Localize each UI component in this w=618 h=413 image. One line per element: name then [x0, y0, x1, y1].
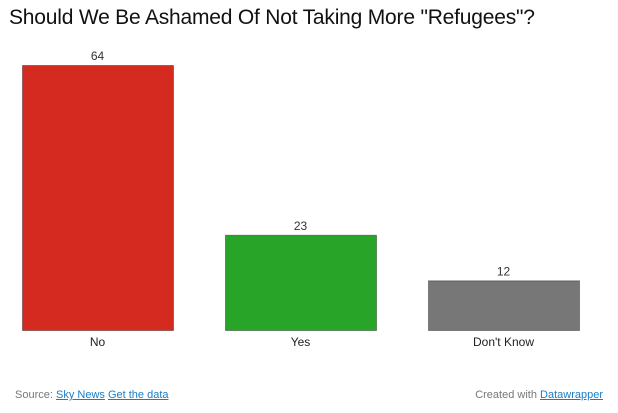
datawrapper-link[interactable]: Datawrapper [540, 389, 603, 401]
value-label-yes: 23 [294, 219, 308, 233]
bar-no [22, 65, 174, 331]
category-label-no: No [90, 335, 106, 349]
source-line: Source: Sky News Get the data [15, 389, 169, 401]
credit-line: Created with Datawrapper [475, 389, 603, 401]
category-label-don-t-know: Don't Know [473, 335, 534, 349]
value-label-don-t-know: 12 [497, 264, 511, 278]
value-label-no: 64 [91, 49, 105, 63]
bar-yes [225, 234, 377, 331]
source-link[interactable]: Sky News [55, 389, 105, 401]
source-prefix: Source: [15, 389, 53, 401]
chart-title: Should We Be Ashamed Of Not Taking More … [9, 6, 535, 29]
get-data-link[interactable]: Get the data [107, 389, 169, 401]
bar-don-t-know [428, 280, 580, 331]
category-label-yes: Yes [291, 335, 311, 349]
created-with-prefix: Created with [475, 389, 537, 401]
